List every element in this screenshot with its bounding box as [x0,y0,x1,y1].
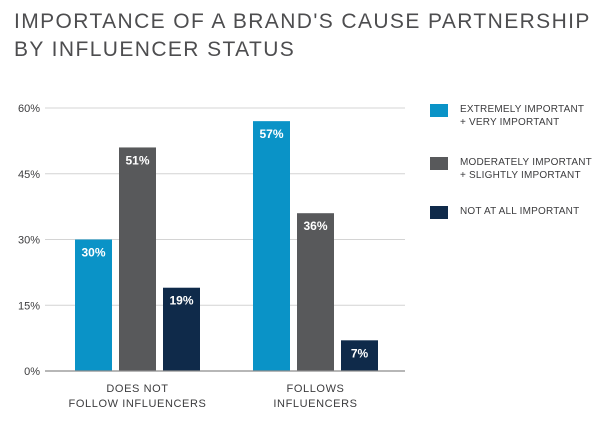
bar [163,287,200,371]
x-category-label: INFLUENCERS [273,398,357,410]
x-category-label: FOLLOWS [287,383,345,395]
chart-title-line-1: IMPORTANCE OF A BRAND'S CAUSE PARTNERSHI… [14,10,591,33]
legend-label-line: MODERATELY IMPORTANT [460,157,592,168]
y-tick-label: 15% [18,300,40,312]
bar-value-label: 7% [351,346,369,360]
legend-label-line: NOT AT ALL IMPORTANT [460,206,580,217]
bar-value-label: 57% [259,127,283,141]
y-tick-label: 60% [18,103,40,115]
bar-value-label: 51% [125,153,149,167]
bar-value-label: 36% [303,219,327,233]
y-tick-label: 30% [18,235,40,247]
legend-swatch-extremely-important [430,104,448,117]
bar-value-label: 19% [169,294,193,308]
chart-title-line-2: BY INFLUENCER STATUS [14,38,296,61]
bar [341,340,378,371]
y-tick-label: 45% [18,169,40,181]
legend-swatch-moderately-important [430,157,448,170]
bar-value-label: 30% [81,246,105,260]
legend-swatch-not-at-all-important [430,206,448,219]
bar [297,213,334,371]
legend-label-line: + SLIGHTLY IMPORTANT [460,170,581,181]
legend-label-line: EXTREMELY IMPORTANT [460,104,585,115]
y-tick-label: 0% [24,366,40,378]
legend-label-line: + VERY IMPORTANT [460,117,560,128]
x-category-label: FOLLOW INFLUENCERS [69,398,207,410]
bar [253,121,290,372]
bar [119,147,156,371]
x-category-label: DOES NOT [106,383,168,395]
bar [75,239,112,371]
